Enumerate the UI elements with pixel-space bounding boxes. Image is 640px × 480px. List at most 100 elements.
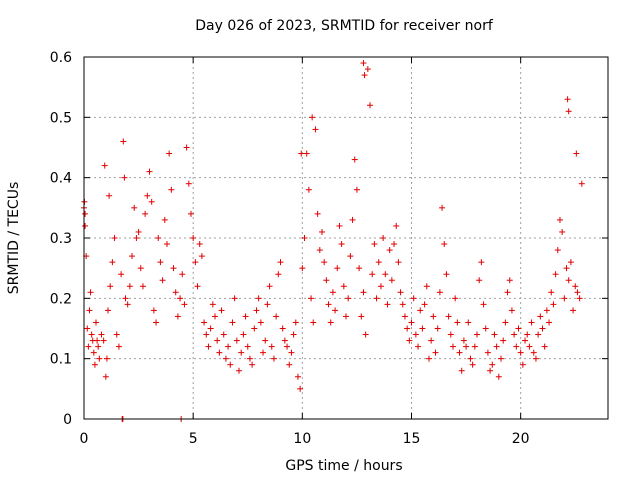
data-point — [174, 313, 181, 320]
data-point — [375, 259, 382, 266]
y-tick-label: 0.4 — [50, 171, 72, 187]
data-point — [233, 337, 240, 344]
data-point — [358, 313, 365, 320]
data-point — [242, 313, 249, 320]
data-point — [430, 313, 437, 320]
data-point — [476, 277, 483, 284]
data-point — [266, 283, 273, 290]
data-point — [95, 343, 102, 350]
data-point — [246, 355, 253, 362]
data-point — [290, 331, 297, 338]
data-point — [360, 60, 367, 67]
data-point — [190, 235, 197, 241]
data-point — [401, 313, 408, 320]
data-point — [522, 337, 529, 344]
x-axis-label: GPS time / hours — [285, 458, 402, 474]
data-point — [163, 241, 170, 248]
data-point — [85, 343, 92, 350]
data-point — [513, 343, 520, 350]
data-point — [439, 204, 446, 211]
data-point — [216, 349, 223, 356]
data-point — [502, 319, 509, 326]
data-point — [244, 343, 251, 350]
axes: 0 0.1 0.2 0.3 0.4 0.5 0.6 0 5 10 15 20 — [50, 50, 609, 447]
data-point — [87, 289, 94, 296]
data-point — [231, 295, 238, 302]
data-point — [519, 361, 526, 368]
data-point — [415, 343, 422, 350]
data-point — [399, 301, 406, 308]
data-point — [207, 325, 214, 332]
data-point — [146, 168, 153, 175]
data-point — [137, 265, 144, 272]
grid — [84, 57, 608, 419]
data-point — [474, 331, 480, 338]
data-point — [508, 307, 515, 314]
data-point — [115, 343, 122, 350]
data-point — [312, 126, 319, 133]
data-point — [425, 355, 432, 362]
data-point — [559, 228, 566, 235]
data-point — [109, 259, 116, 266]
data-point — [565, 277, 572, 284]
data-point — [539, 325, 546, 332]
data-point — [397, 289, 404, 296]
data-point — [135, 228, 142, 235]
data-point — [155, 235, 162, 241]
data-point — [196, 241, 203, 248]
data-point — [484, 349, 491, 356]
data-point — [236, 367, 243, 374]
data-point — [498, 355, 505, 362]
plot-frame — [83, 56, 609, 420]
data-point — [371, 241, 378, 248]
data-point — [552, 271, 559, 278]
data-point — [362, 331, 369, 338]
data-point — [179, 271, 186, 278]
data-point — [212, 313, 218, 320]
data-point — [310, 319, 317, 326]
data-point — [351, 156, 358, 163]
data-point — [347, 253, 354, 260]
data-point — [192, 259, 199, 266]
chart-title: Day 026 of 2023, SRMTID for receiver nor… — [195, 18, 494, 34]
data-point — [292, 319, 299, 326]
data-point — [530, 349, 537, 356]
data-point — [535, 331, 542, 338]
data-point — [447, 331, 454, 338]
data-point — [532, 355, 539, 362]
data-point — [255, 295, 262, 302]
data-point — [432, 349, 439, 356]
data-point — [316, 247, 323, 254]
data-point — [129, 253, 136, 260]
data-point — [153, 319, 160, 326]
x-tick-label: 5 — [189, 431, 198, 447]
data-point — [517, 349, 524, 356]
data-point — [218, 307, 225, 314]
data-point — [121, 174, 128, 181]
data-point — [281, 337, 288, 344]
data-point — [88, 331, 95, 338]
data-point — [183, 144, 190, 151]
data-point — [159, 277, 166, 284]
data-point — [345, 295, 352, 302]
data-point — [543, 307, 550, 314]
data-point — [364, 66, 371, 73]
data-point — [340, 283, 347, 290]
data-point — [102, 373, 109, 380]
data-point — [380, 235, 387, 241]
data-point — [297, 385, 304, 392]
data-point — [284, 343, 291, 350]
data-point — [421, 301, 428, 308]
data-point — [286, 361, 293, 368]
y-tick-label: 0.6 — [50, 50, 72, 66]
data-point — [478, 259, 485, 266]
data-point — [336, 222, 343, 229]
data-point — [334, 265, 341, 272]
data-point — [94, 337, 101, 344]
data-point — [384, 301, 391, 308]
data-point — [91, 361, 98, 368]
data-point — [367, 102, 374, 109]
data-point — [144, 192, 151, 199]
data-point — [309, 114, 316, 121]
data-point — [506, 277, 513, 284]
